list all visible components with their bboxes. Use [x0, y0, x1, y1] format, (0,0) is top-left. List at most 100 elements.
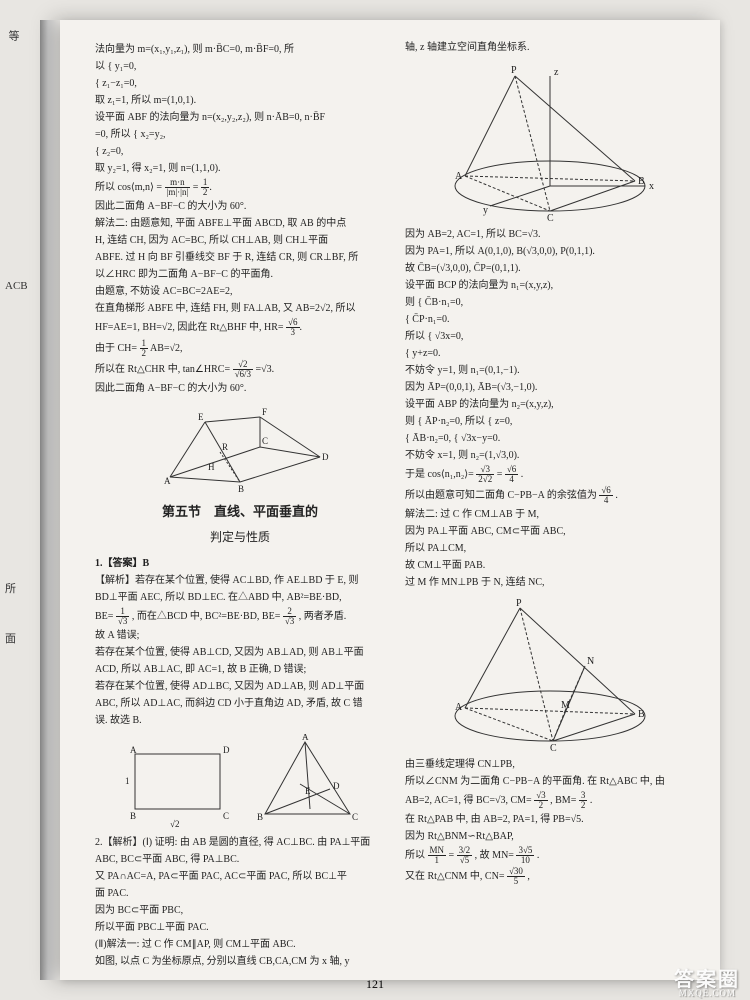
fraction: √32: [534, 791, 547, 810]
vertex-label: P: [516, 598, 522, 609]
vertex-label: B: [638, 709, 645, 720]
text-line: (Ⅱ)解法一: 过 C 作 CM∥AP, 则 CM⊥平面 ABC.: [95, 937, 385, 952]
text-line: 法向量为 m=(x₁,y₁,z₁), 则 m·B̄C=0, m·B̄F=0, 所: [95, 42, 385, 57]
text-line: 因为 AB=2, AC=1, 所以 BC=√3.: [405, 227, 695, 242]
text-line: 以∠HRC 即为二面角 A−BF−C 的平面角.: [95, 267, 385, 282]
margin-label-mian: 面: [5, 630, 16, 646]
text-line: 由题意, 不妨设 AC=BC=2AE=2,: [95, 284, 385, 299]
text-line: 由于 CH= 12 AB=√2,: [95, 339, 385, 358]
text-line: 设平面 ABP 的法向量为 n₂=(x,y,z),: [405, 397, 695, 412]
page-binding: [40, 20, 60, 980]
fraction: 1√3: [116, 607, 129, 626]
vertex-label: C: [547, 213, 554, 221]
watermark-sub: MXQE.COM: [679, 988, 736, 998]
text-line: 因此二面角 A−BF−C 的大小为 60°.: [95, 199, 385, 214]
text-line: 故 CM⊥平面 PAB.: [405, 558, 695, 573]
text-fragment: .: [615, 490, 618, 501]
text-line: 于是 cos⟨n₁,n₂⟩= √32√2 = √64 .: [405, 465, 695, 484]
text-line: =0, 所以 { x₂=y₂,: [95, 127, 385, 142]
text-line: 由三垂线定理得 CN⊥PB,: [405, 757, 695, 772]
svg-text:D: D: [333, 781, 340, 791]
svg-text:√2: √2: [170, 819, 179, 829]
text-line: 面 PAC.: [95, 886, 385, 901]
text-line: 故 A 错误;: [95, 628, 385, 643]
axis-label: z: [554, 67, 559, 78]
fraction: 12: [201, 178, 210, 197]
vertex-label: C: [550, 743, 557, 751]
fraction: √2√6/3: [233, 360, 253, 379]
geometry-figure-1: A B D C E F R H: [95, 402, 385, 492]
text-fragment: 所以: [405, 850, 428, 861]
figure-3-svg: P A B C z x y: [435, 61, 665, 221]
text-line: 设平面 BCP 的法向量为 n₁=(x,y,z),: [405, 278, 695, 293]
text-fragment: =√3.: [256, 364, 275, 375]
text-fragment: , BM=: [550, 795, 576, 806]
text-line: 因为 PA=1, 所以 A(0,1,0), B(√3,0,0), P(0,1,1…: [405, 244, 695, 259]
text-line: 不妨令 x=1, 则 n₂=(1,√3,0).: [405, 448, 695, 463]
text-line: 所以 PA⊥CM,: [405, 541, 695, 556]
text-line: 所以∠CNM 为二面角 C−PB−A 的平面角. 在 Rt△ABC 中, 由: [405, 774, 695, 789]
text-line: ACD, 所以 AB⊥AC, 即 AC=1, 故 B 正确, D 错误;: [95, 662, 385, 677]
vertex-label: B: [638, 176, 645, 187]
svg-text:B: B: [257, 812, 263, 822]
text-fragment: =: [449, 850, 457, 861]
text-line: H, 连结 CH, 因为 AC=BC, 所以 CH⊥AB, 则 CH⊥平面: [95, 233, 385, 248]
text-line: 取 z₁=1, 所以 m=(1,0,1).: [95, 93, 385, 108]
text-line: 过 M 作 MN⊥PB 于 N, 连结 NC,: [405, 575, 695, 590]
svg-text:B: B: [130, 811, 136, 821]
vertex-label: R: [222, 442, 228, 452]
margin-label-suo: 所: [5, 580, 16, 596]
axis-label: y: [483, 205, 488, 216]
axis-label: x: [649, 181, 654, 192]
text-line: 设平面 ABF 的法向量为 n=(x₂,y₂,z₂), 则 n·ĀB=0, n·…: [95, 110, 385, 125]
text-line: 如图, 以点 C 为坐标原点, 分别以直线 CB,CA,CM 为 x 轴, y: [95, 954, 385, 969]
text-line: ABC, 所以 AD⊥AC, 而斜边 CD 小于直角边 AD, 矛盾, 故 C …: [95, 696, 385, 711]
text-fragment: .: [537, 850, 540, 861]
vertex-label: D: [322, 452, 329, 462]
text-line: 因为 Rt△BNM∽Rt△BAP,: [405, 829, 695, 844]
text-line: BD⊥平面 AEC, 所以 BD⊥EC. 在△ABD 中, AB²=BE·BD,: [95, 590, 385, 605]
text-fragment: AB=√2,: [150, 343, 183, 354]
vertex-label: M: [561, 700, 570, 711]
text-line: HF=AE=1, BH=√2, 因此在 Rt△BHF 中, HR= √63.: [95, 318, 385, 337]
fraction: MN1: [428, 846, 447, 865]
text-fragment: 所以在 Rt△CHR 中, tan∠HRC=: [95, 364, 230, 375]
svg-text:A: A: [302, 734, 309, 742]
text-line: 【解析】若存在某个位置, 使得 AC⊥BD, 作 AE⊥BD 于 E, 则: [95, 573, 385, 588]
vertex-label: A: [455, 702, 463, 713]
text-line: 2.【解析】(Ⅰ) 证明: 由 AB 是圆的直径, 得 AC⊥BC. 由 PA⊥…: [95, 835, 385, 850]
fraction: 12: [140, 339, 149, 358]
text-line: { z₁−z₁=0,: [95, 76, 385, 91]
svg-text:C: C: [352, 812, 358, 822]
text-line: 又 PA∩AC=A, PA⊂平面 PAC, AC⊂平面 PAC, 所以 BC⊥平: [95, 869, 385, 884]
text-line: 所以 MN1 = 3/2√5 , 故 MN= 3√510 .: [405, 846, 695, 865]
figure-1-svg: A B D C E F R H: [150, 402, 330, 492]
fraction: √64: [505, 465, 518, 484]
text-line: 若存在某个位置, 使得 AB⊥CD, 又因为 AB⊥AD, 则 AB⊥平面: [95, 645, 385, 660]
text-line: 若存在某个位置, 使得 AD⊥BC, 又因为 AD⊥AB, 则 AD⊥平面: [95, 679, 385, 694]
text-line: 在 Rt△PAB 中, 由 AB=2, PA=1, 得 PB=√5.: [405, 812, 695, 827]
vertex-label: A: [455, 171, 463, 182]
vertex-label: F: [262, 407, 267, 417]
text-line: { y+z=0.: [405, 346, 695, 361]
fraction: 3/2√5: [457, 846, 473, 865]
text-fragment: ,: [527, 871, 530, 882]
text-line: 则 { C̄B·n₁=0,: [405, 295, 695, 310]
textbook-page: 法向量为 m=(x₁,y₁,z₁), 则 m·B̄C=0, m·B̄F=0, 所…: [60, 20, 720, 980]
text-line: 因为 ĀP=(0,0,1), ĀB=(√3,−1,0).: [405, 380, 695, 395]
text-line: 因为 BC⊂平面 PBC,: [95, 903, 385, 918]
text-fragment: .: [590, 795, 593, 806]
text-fragment: , 而在△BCD 中, BC²=BE·BD, BE=: [132, 610, 280, 621]
vertex-label: E: [198, 412, 204, 422]
svg-text:E: E: [305, 786, 311, 796]
geometry-figure-3: P A B C z x y: [405, 61, 695, 221]
text-fragment: =: [193, 182, 201, 193]
margin-label-1: 等: [5, 30, 21, 41]
text-line: 因此二面角 A−BF−C 的大小为 60°.: [95, 381, 385, 396]
text-fragment: 所以由题意可知二面角 C−PB−A 的余弦值为: [405, 490, 599, 501]
geometry-figure-4: P A B C M N: [405, 596, 695, 751]
text-line: 以 { y₁=0,: [95, 59, 385, 74]
text-fragment: 于是 cos⟨n₁,n₂⟩=: [405, 469, 474, 480]
text-fragment: 又在 Rt△CNM 中, CN=: [405, 871, 504, 882]
geometry-figure-2: AD BC 1√2 A B C D E: [95, 734, 385, 829]
